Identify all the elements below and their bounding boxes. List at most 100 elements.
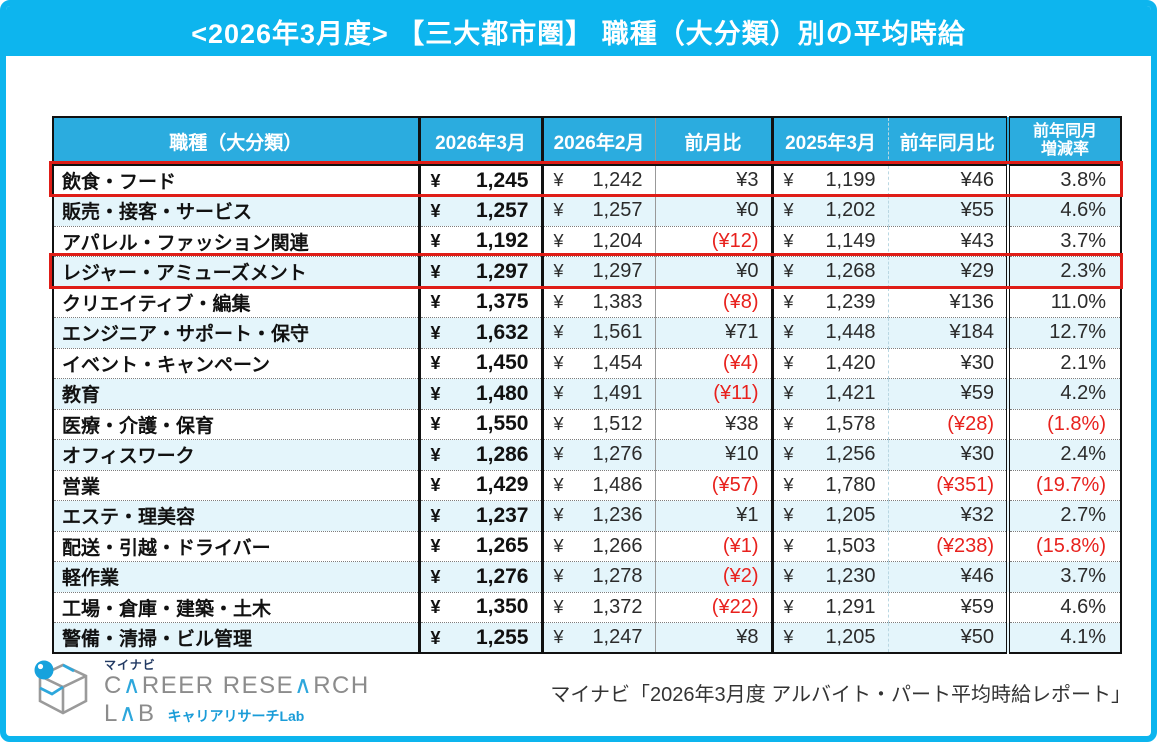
- mar2026-cell: ¥1,192: [417, 225, 542, 257]
- mom-diff-cell: ¥38: [654, 408, 772, 440]
- table-row: 軽作業 ¥1,276 ¥1,278 (¥2) ¥1,230 ¥46 3.7%: [53, 561, 1121, 592]
- mom-diff-cell: (¥1): [654, 530, 772, 562]
- yoy-rate-cell: 4.6%: [1006, 591, 1121, 623]
- mar2025-cell: ¥1,420: [770, 347, 888, 379]
- mar2025-cell: ¥1,239: [770, 286, 888, 318]
- mar2026-cell: ¥1,297: [417, 256, 542, 287]
- yoy-rate-cell: (1.8%): [1006, 408, 1121, 440]
- table-row: アパレル・ファッション関連 ¥1,192 ¥1,204 (¥12) ¥1,149 ¥43 3…: [53, 225, 1121, 257]
- mar2026-cell: ¥1,450: [417, 347, 542, 379]
- feb2026-cell: ¥1,491: [540, 378, 655, 409]
- yoy-diff-cell: ¥59: [887, 378, 1008, 409]
- mom-diff-cell: ¥10: [654, 439, 772, 470]
- yoy-diff-cell: ¥50: [887, 622, 1008, 653]
- feb2026-cell: ¥1,266: [540, 530, 655, 562]
- mar2026-cell: ¥1,245: [417, 165, 542, 196]
- category-cell: エステ・理美容: [53, 500, 419, 531]
- yoy-diff-cell: ¥43: [887, 225, 1008, 257]
- logo-text: マイナビ C∧REER RESE∧RCH L∧B キャリアリサーチLab: [104, 656, 370, 727]
- yoy-diff-cell: ¥59: [887, 591, 1008, 623]
- yoy-rate-cell: 2.1%: [1006, 347, 1121, 379]
- yoy-rate-cell: 12.7%: [1006, 317, 1121, 348]
- category-cell: 警備・清掃・ビル管理: [53, 622, 419, 653]
- feb2026-cell: ¥1,486: [540, 469, 655, 501]
- yoy-rate-cell: 4.6%: [1006, 195, 1121, 226]
- mar2025-cell: ¥1,199: [770, 165, 888, 196]
- table-row: 営業 ¥1,429 ¥1,486 (¥57) ¥1,780 (¥351) (19.7%): [53, 469, 1121, 501]
- yoy-rate-cell: 2.7%: [1006, 500, 1121, 531]
- category-cell: オフィスワーク: [53, 439, 419, 470]
- category-cell: 営業: [53, 469, 419, 501]
- page-title: <2026年3月度> 【三大都市圏】 職種（大分類）別の平均時給: [191, 18, 966, 49]
- wage-table: 職種（大分類） 2026年3月 2026年2月 前月比 2025年3月 前年同月…: [52, 116, 1122, 654]
- feb2026-cell: ¥1,242: [540, 165, 655, 196]
- yoy-diff-cell: ¥184: [887, 317, 1008, 348]
- table-row: 飲食・フード ¥1,245 ¥1,242 ¥3 ¥1,199 ¥46 3.8%: [53, 165, 1121, 196]
- table-row: 教育 ¥1,480 ¥1,491 (¥11) ¥1,421 ¥59 4.2%: [53, 378, 1121, 409]
- yoy-rate-cell: 3.7%: [1006, 561, 1121, 592]
- mar2025-cell: ¥1,421: [770, 378, 888, 409]
- yoy-diff-cell: ¥29: [887, 256, 1008, 287]
- table-row: 販売・接客・サービス ¥1,257 ¥1,257 ¥0 ¥1,202 ¥55 4.6%: [53, 195, 1121, 226]
- header-yoy-rate: 前年同月 増減率: [1006, 117, 1121, 166]
- title-banner: <2026年3月度> 【三大都市圏】 職種（大分類）別の平均時給: [6, 6, 1151, 56]
- yoy-diff-cell: ¥30: [887, 439, 1008, 470]
- mom-diff-cell: ¥8: [654, 622, 772, 653]
- mom-diff-cell: (¥57): [654, 469, 772, 501]
- mom-diff-cell: (¥8): [654, 286, 772, 318]
- table-body: 飲食・フード ¥1,245 ¥1,242 ¥3 ¥1,199 ¥46 3.8% 販売・接客・サ…: [53, 165, 1121, 653]
- header-row: 職種（大分類） 2026年3月 2026年2月 前月比 2025年3月 前年同月…: [53, 117, 1121, 166]
- mar2025-cell: ¥1,205: [770, 622, 888, 653]
- mar2026-cell: ¥1,480: [417, 378, 542, 409]
- mar2026-cell: ¥1,375: [417, 286, 542, 318]
- feb2026-cell: ¥1,454: [540, 347, 655, 379]
- mar2025-cell: ¥1,202: [770, 195, 888, 226]
- mar2026-cell: ¥1,429: [417, 469, 542, 501]
- mom-diff-cell: (¥11): [654, 378, 772, 409]
- category-cell: 販売・接客・サービス: [53, 195, 419, 226]
- yoy-diff-cell: ¥32: [887, 500, 1008, 531]
- feb2026-cell: ¥1,383: [540, 286, 655, 318]
- category-cell: 軽作業: [53, 561, 419, 592]
- yoy-diff-cell: ¥55: [887, 195, 1008, 226]
- logo-line2: L∧B: [104, 699, 156, 727]
- table-row: 警備・清掃・ビル管理 ¥1,255 ¥1,247 ¥8 ¥1,205 ¥50 4.1%: [53, 622, 1121, 653]
- yoy-diff-cell: ¥30: [887, 347, 1008, 379]
- mar2025-cell: ¥1,503: [770, 530, 888, 562]
- mom-diff-cell: ¥71: [654, 317, 772, 348]
- mar2026-cell: ¥1,255: [417, 622, 542, 653]
- source-citation: マイナビ「2026年3月度 アルバイト・パート平均時給レポート」: [550, 683, 1131, 706]
- mar2025-cell: ¥1,149: [770, 225, 888, 257]
- career-research-lab-logo: マイナビ C∧REER RESE∧RCH L∧B キャリアリサーチLab: [32, 656, 370, 727]
- table-row: レジャー・アミューズメント ¥1,297 ¥1,297 ¥0 ¥1,268 ¥29 2.3%: [53, 256, 1121, 287]
- feb2026-cell: ¥1,278: [540, 561, 655, 592]
- yoy-diff-cell: ¥46: [887, 561, 1008, 592]
- mar2025-cell: ¥1,268: [770, 256, 888, 287]
- yoy-diff-cell: (¥351): [887, 469, 1008, 501]
- mar2025-cell: ¥1,256: [770, 439, 888, 470]
- logo-subtitle: キャリアリサーチLab: [167, 707, 305, 724]
- category-cell: 工場・倉庫・建築・土木: [53, 591, 419, 623]
- mar2025-cell: ¥1,230: [770, 561, 888, 592]
- mom-diff-cell: (¥12): [654, 225, 772, 257]
- category-cell: 医療・介護・保育: [53, 408, 419, 440]
- mar2025-cell: ¥1,780: [770, 469, 888, 501]
- yoy-rate-cell: (15.8%): [1006, 530, 1121, 562]
- feb2026-cell: ¥1,512: [540, 408, 655, 440]
- yoy-rate-cell: 2.4%: [1006, 439, 1121, 470]
- category-cell: 配送・引越・ドライバー: [53, 530, 419, 562]
- table-row: イベント・キャンペーン ¥1,450 ¥1,454 (¥4) ¥1,420 ¥30 2.1%: [53, 347, 1121, 379]
- mom-diff-cell: ¥0: [654, 195, 772, 226]
- header-mom: 前月比: [654, 117, 772, 166]
- header-mar2025: 2025年3月: [770, 117, 888, 166]
- mar2026-cell: ¥1,237: [417, 500, 542, 531]
- mom-diff-cell: ¥1: [654, 500, 772, 531]
- cube-logo-icon: [32, 657, 94, 728]
- logo-brand-small: マイナビ: [104, 658, 156, 673]
- category-cell: アパレル・ファッション関連: [53, 225, 419, 257]
- mar2026-cell: ¥1,550: [417, 408, 542, 440]
- mar2025-cell: ¥1,291: [770, 591, 888, 623]
- feb2026-cell: ¥1,561: [540, 317, 655, 348]
- table-row: クリエイティブ・編集 ¥1,375 ¥1,383 (¥8) ¥1,239 ¥136 11.0…: [53, 286, 1121, 318]
- mar2025-cell: ¥1,205: [770, 500, 888, 531]
